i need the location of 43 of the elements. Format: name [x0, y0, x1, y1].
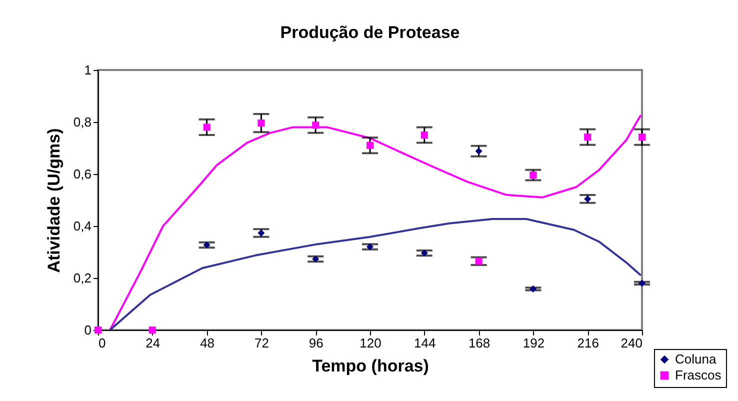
point — [584, 134, 592, 141]
point — [312, 122, 320, 129]
y-tick-label: 0,6 — [73, 166, 92, 182]
x-tick-label: 72 — [254, 336, 269, 350]
x-axis-title: Tempo (horas) — [312, 356, 429, 376]
x-tick-label: 48 — [200, 336, 215, 350]
x-tick-label: 168 — [468, 336, 490, 350]
x-tick-label: 144 — [414, 336, 436, 350]
point — [258, 229, 265, 237]
point — [366, 243, 374, 250]
chart-title: Produção de Protease — [280, 23, 460, 42]
point — [203, 241, 210, 249]
point — [366, 142, 374, 149]
point — [258, 120, 265, 127]
point — [475, 148, 482, 155]
x-tick-label: 240 — [620, 336, 642, 350]
x-tick-label: 24 — [146, 336, 160, 350]
line-series — [109, 114, 642, 330]
x-tick-label: 216 — [577, 336, 599, 350]
point — [475, 258, 482, 265]
y-tick-label: 0,2 — [73, 270, 92, 286]
point — [530, 285, 537, 292]
point — [312, 255, 320, 263]
point — [638, 280, 646, 287]
y-tick-label: 0,4 — [73, 218, 92, 234]
legend-label: Coluna — [675, 352, 717, 366]
point — [148, 326, 156, 334]
legend-label: Frascos — [675, 368, 722, 382]
point — [420, 250, 428, 257]
x-tick-label: 192 — [522, 336, 545, 350]
point — [203, 124, 210, 131]
x-tick-label: 0 — [98, 336, 106, 350]
point — [638, 134, 646, 141]
x-tick-label: 96 — [308, 336, 324, 350]
line-series — [109, 218, 642, 330]
y-tick-label: 0 — [84, 322, 92, 338]
y-tick-label: 0,8 — [73, 114, 92, 130]
y-axis-title: Atividade (U/gms) — [44, 128, 64, 273]
point — [530, 172, 537, 179]
point — [420, 131, 428, 139]
point — [584, 195, 592, 202]
y-tick-label: 1 — [84, 62, 92, 78]
x-tick-label: 120 — [360, 336, 382, 350]
